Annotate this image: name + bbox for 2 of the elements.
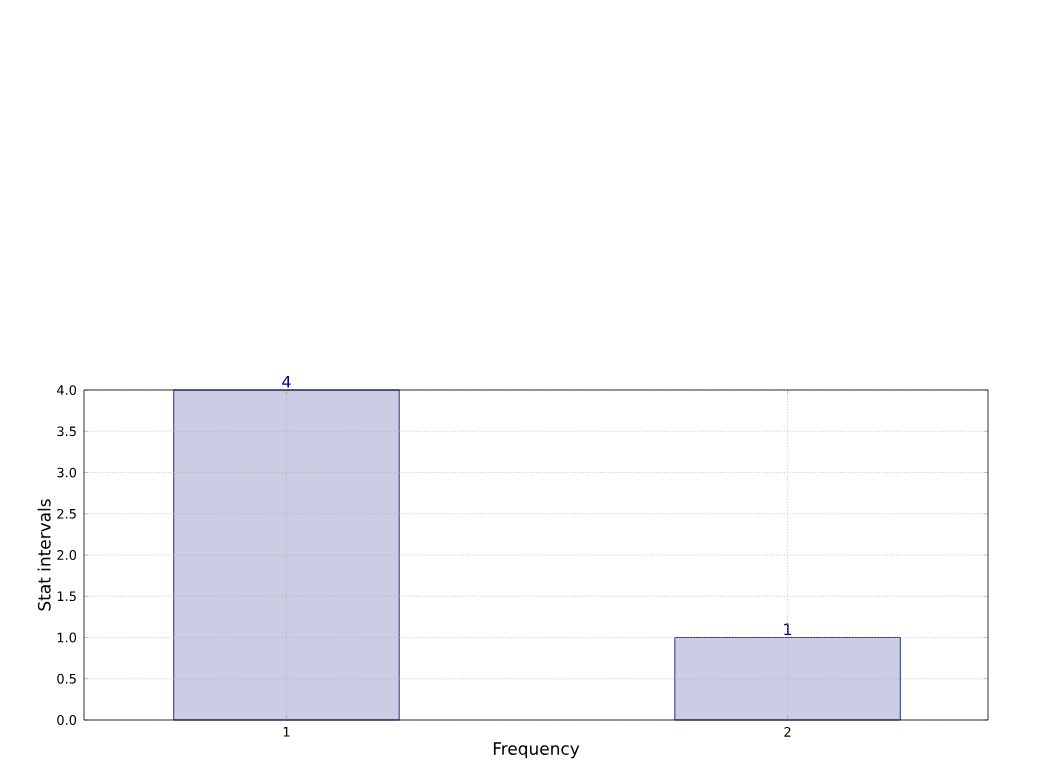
y-axis-title: Stat intervals <box>37 499 51 611</box>
x-axis-title: Frequency <box>493 742 580 759</box>
